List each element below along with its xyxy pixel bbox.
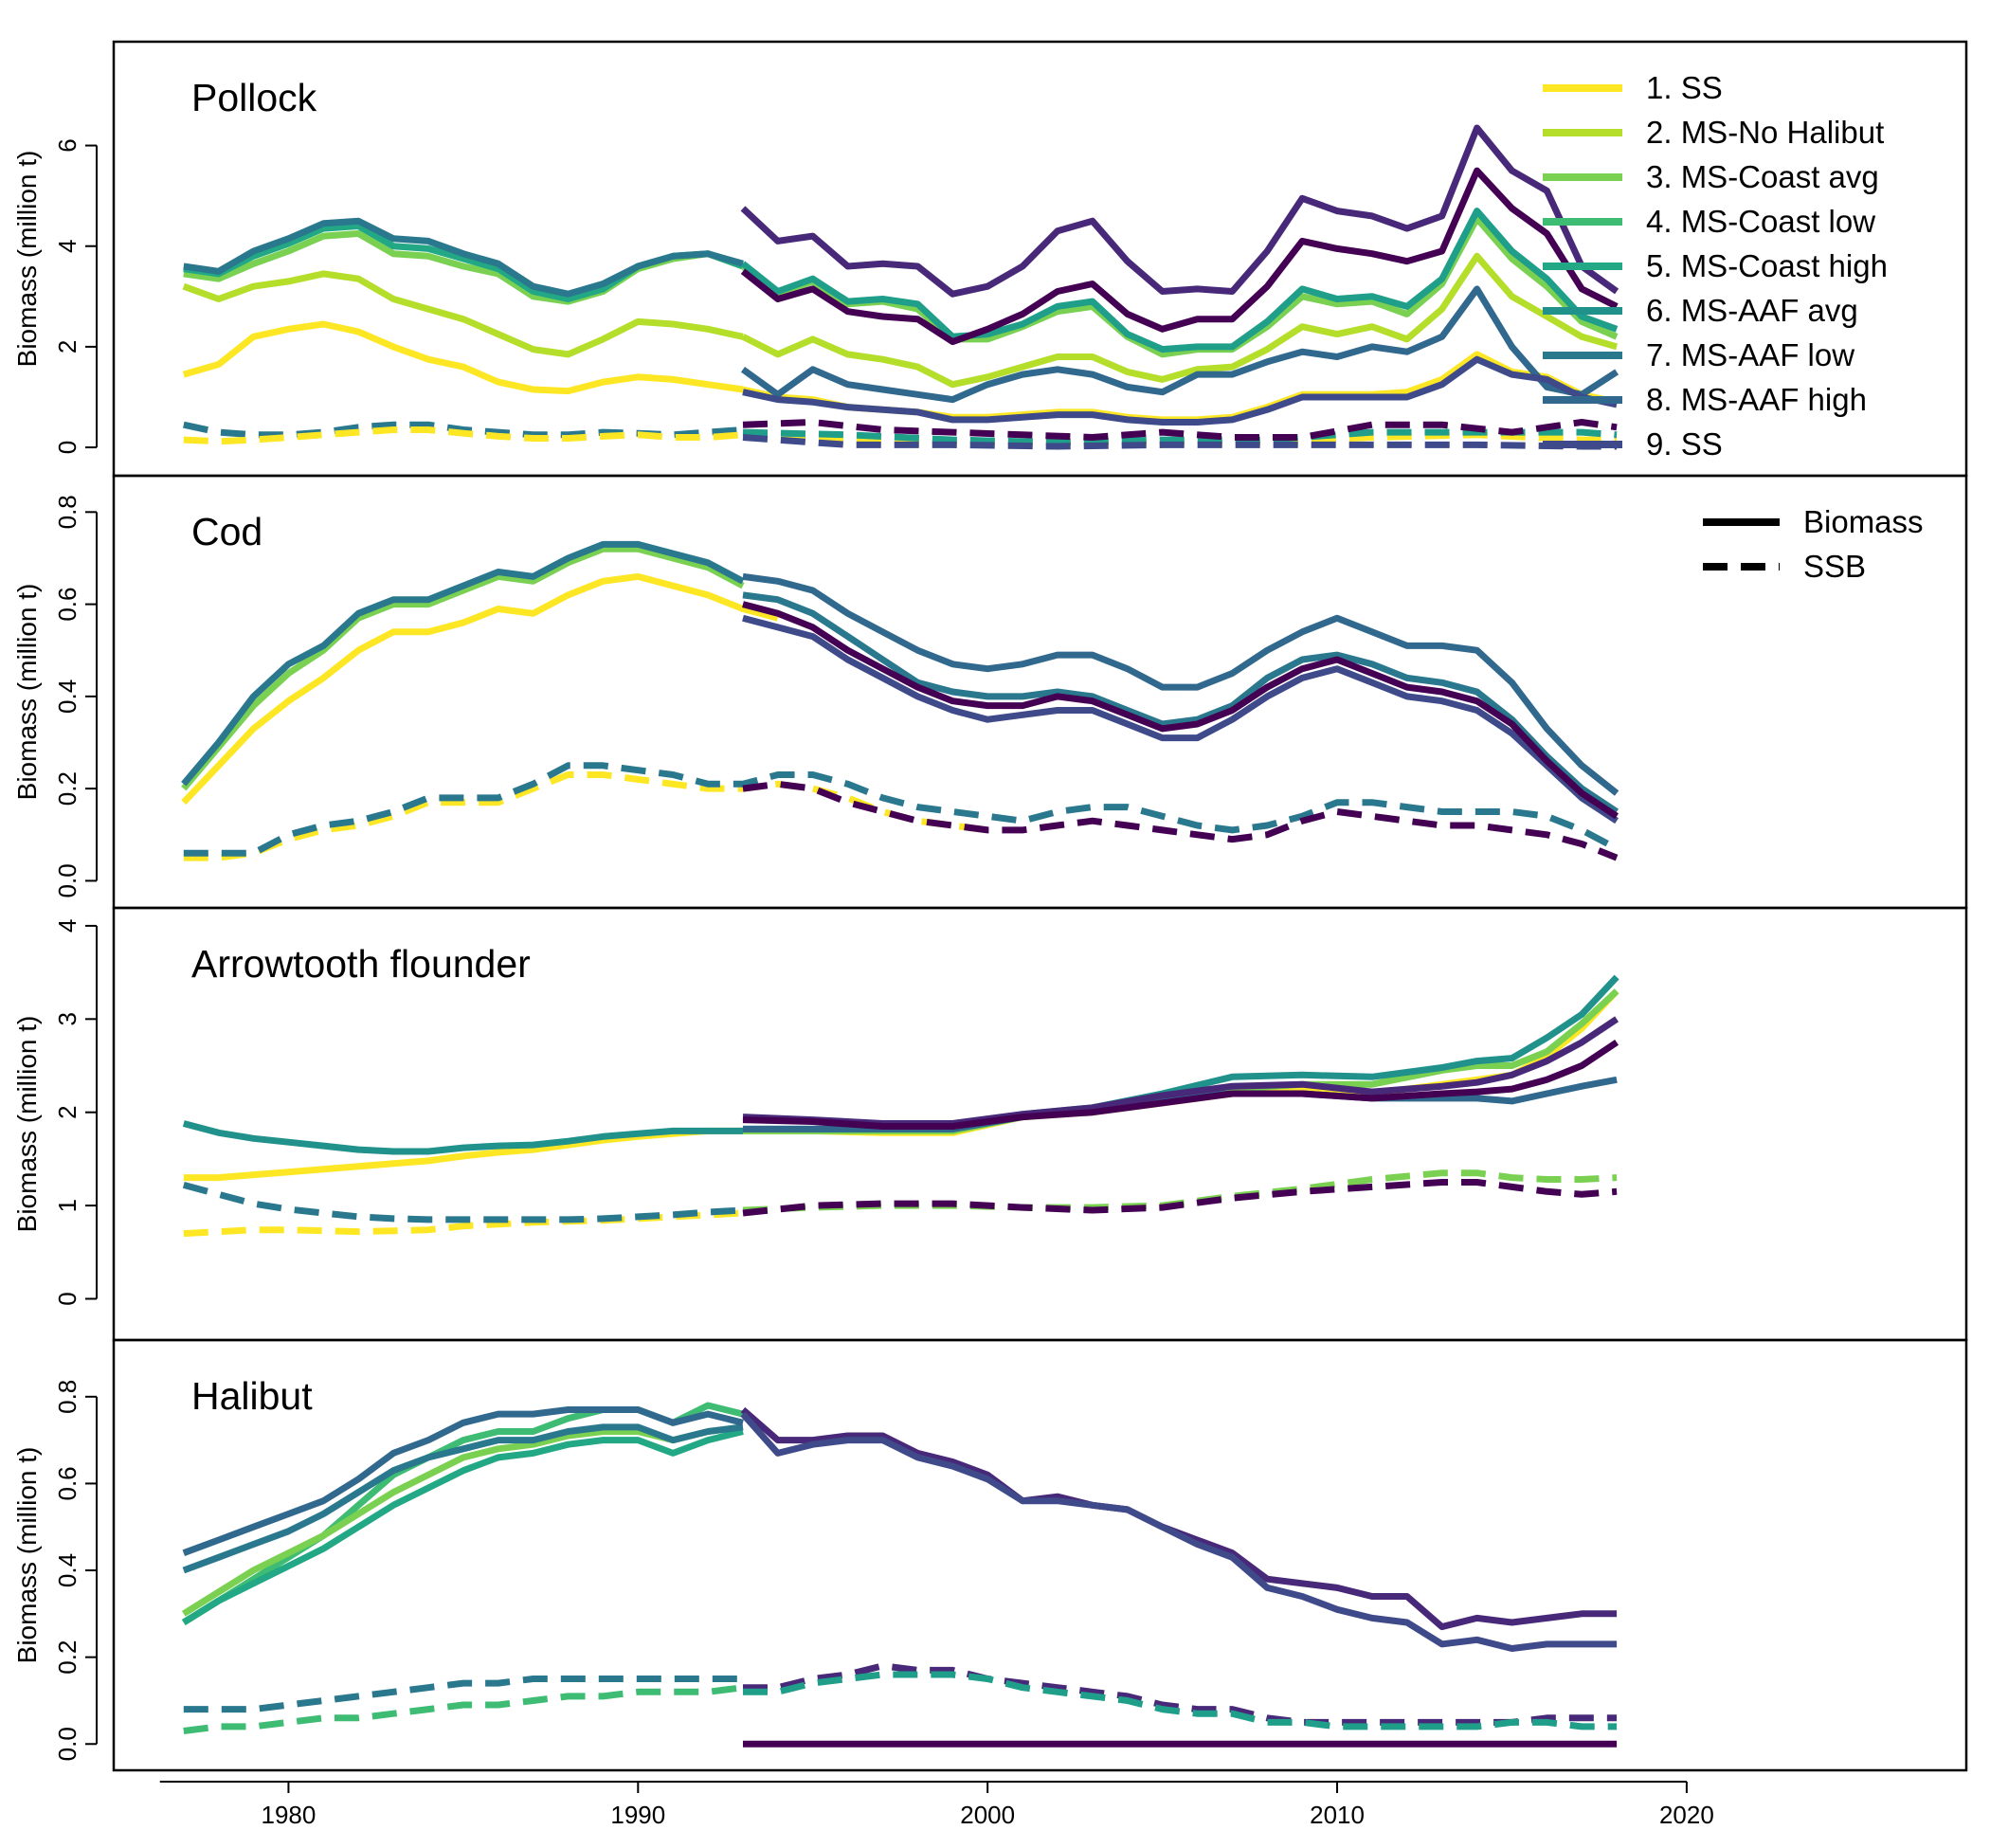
biomass-series-line <box>182 1423 744 1574</box>
ssb-series-line <box>183 426 744 445</box>
series-group <box>182 124 1619 450</box>
legend-label: 2. MS-No Halibut <box>1646 115 1884 150</box>
biomass-series-line <box>182 1406 744 1556</box>
legend-label: 1. SS <box>1646 70 1723 105</box>
y-tick-label: 0.2 <box>53 1640 81 1675</box>
panel-title: Cod <box>191 510 262 553</box>
y-tick-label: 0.0 <box>53 1727 81 1761</box>
biomass-series-line <box>743 974 1619 1132</box>
biomass-series-line <box>742 601 1619 820</box>
ssb-series-line <box>743 1671 1618 1730</box>
panel-pollock: 0 2 4 6 Biomass (million t) Pollock <box>12 40 1968 478</box>
biomass-series-line <box>740 1411 1618 1652</box>
y-tick-label: 0.4 <box>53 1553 81 1587</box>
series-group <box>182 974 1619 1238</box>
biomass-series-line <box>742 572 1619 796</box>
y-axis-label: Biomass (million t) <box>12 584 42 801</box>
biomass-series-line <box>740 208 1619 353</box>
y-tick-label: 0.8 <box>53 1380 81 1414</box>
panel-halibut: 0.0 0.2 0.4 0.6 0.8 Biomass (million t) Halibu… <box>12 1338 1968 1772</box>
ssb-series-line <box>742 428 1618 446</box>
ssb-series-line <box>183 1684 744 1734</box>
y-tick-label: 0.4 <box>53 679 81 714</box>
x-tick-label: 2020 <box>1659 1801 1714 1829</box>
biomass-series-line <box>183 217 744 298</box>
panel-cod: 0.0 0.2 0.4 0.6 0.8 Biomass (million t) Cod <box>12 474 1968 910</box>
biomass-series-line <box>182 1120 743 1155</box>
biomass-series-line <box>740 167 1619 346</box>
legend-label: 4. MS-Coast low <box>1646 204 1875 239</box>
ssb-series-line <box>742 434 1618 450</box>
biomass-series-line <box>182 270 744 358</box>
ssb-series-line <box>183 762 1619 857</box>
legend-label: 5. MS-Coast high <box>1646 248 1888 283</box>
biomass-series-line <box>740 285 1619 404</box>
x-tick-label: 1990 <box>610 1801 665 1829</box>
y-axis-label: Biomass (million t) <box>12 1447 42 1664</box>
y-tick-label: 0 <box>53 441 81 454</box>
biomass-series-line <box>742 355 1618 426</box>
biomass-series-line <box>181 572 779 806</box>
y-tick-label: 4 <box>53 239 81 252</box>
ssb-series-line <box>183 771 988 861</box>
ssb-series-line <box>742 1179 1618 1217</box>
y-axis-label: Biomass (million t) <box>12 1016 42 1233</box>
x-tick-label: 2000 <box>960 1801 1015 1829</box>
x-tick-label: 2010 <box>1310 1801 1365 1829</box>
legend-linetype-label: SSB <box>1803 549 1866 584</box>
panel-title: Pollock <box>191 76 317 119</box>
legend-label: 3. MS-Coast avg <box>1646 159 1879 194</box>
x-tick-label: 1980 <box>262 1801 317 1829</box>
y-tick-label: 0.8 <box>53 495 81 529</box>
biomass-series-line <box>182 320 744 395</box>
biomass-series-line <box>181 540 745 787</box>
y-tick-label: 0.6 <box>53 588 81 622</box>
series-group <box>181 540 1619 861</box>
legend-label: 7. MS-AAF low <box>1646 337 1854 372</box>
y-tick-label: 0 <box>53 1292 81 1305</box>
series-group <box>181 1402 1618 1748</box>
legend-label: 8. MS-AAF high <box>1646 382 1867 417</box>
biomass-series-line <box>740 124 1619 298</box>
y-tick-label: 0.0 <box>53 863 81 897</box>
ssb-series-line <box>182 1182 744 1223</box>
panel-frame <box>112 1338 1968 1772</box>
legend-linetype-label: Biomass <box>1803 504 1924 539</box>
y-tick-label: 1 <box>53 1199 81 1212</box>
legend-label: 9. SS <box>1646 426 1723 462</box>
ssb-series-line <box>183 1676 743 1713</box>
panel-title: Arrowtooth flounder <box>191 942 531 986</box>
y-tick-label: 0.6 <box>53 1466 81 1500</box>
biomass-series-line <box>741 252 1619 389</box>
x-axis: 1980 1990 2000 2010 2020 <box>159 1781 1714 1829</box>
biomass-series-line <box>742 614 1619 824</box>
y-tick-label: 0.2 <box>53 771 81 806</box>
biomass-series-line <box>742 1039 1619 1130</box>
biomass-series-line <box>181 1428 744 1625</box>
panel-arrowtooth-flounder: 0 1 2 3 4 Biomass (million t) Arrowtooth floun… <box>12 906 1968 1342</box>
legend-types: Biomass SSB <box>1703 504 1924 584</box>
biomass-series-line <box>742 591 1619 815</box>
ssb-series-line <box>742 419 1618 441</box>
y-axis-label: Biomass (million t) <box>12 151 42 368</box>
biomass-series-line <box>742 1016 1619 1127</box>
biomass-series-line <box>181 545 745 791</box>
legend-label: 6. MS-AAF avg <box>1646 293 1858 328</box>
panel-title: Halibut <box>191 1374 313 1418</box>
y-tick-label: 6 <box>53 138 81 152</box>
legend-models: 1. SS 2. MS-No Halibut 3. MS-Coast avg 4. M… <box>1543 70 1888 462</box>
ssb-series-line <box>743 1662 1618 1726</box>
y-tick-label: 3 <box>53 1012 81 1025</box>
y-tick-label: 2 <box>53 1105 81 1118</box>
y-tick-label: 4 <box>53 919 81 933</box>
y-tick-label: 2 <box>53 340 81 353</box>
ssb-series-line <box>742 780 1619 861</box>
biomass-series-line <box>740 215 1619 358</box>
